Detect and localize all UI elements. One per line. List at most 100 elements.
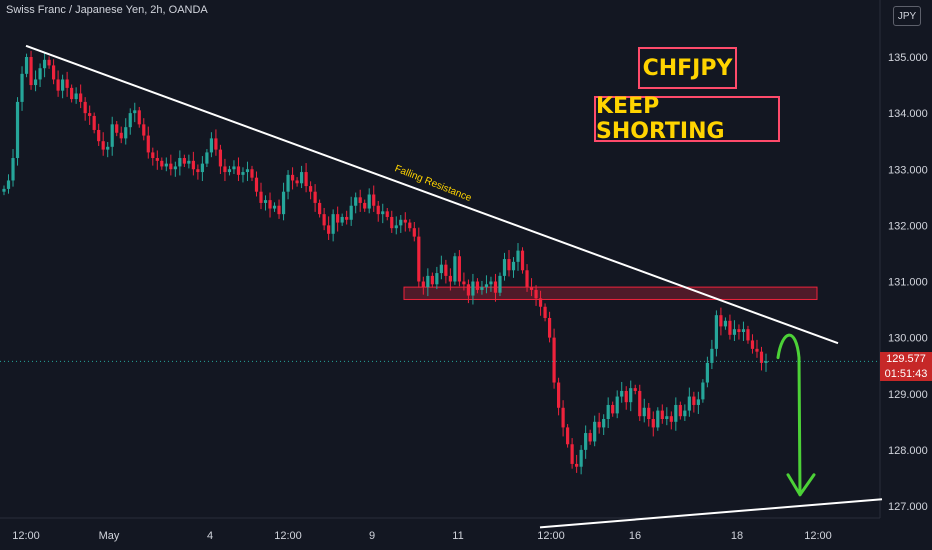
symbol-title: Swiss Franc / Japanese Yen, 2h, OANDA <box>6 4 208 16</box>
candle <box>561 400 565 437</box>
candle <box>417 227 421 288</box>
candle <box>669 411 673 430</box>
candle <box>327 216 331 240</box>
candle <box>250 165 254 182</box>
candle <box>245 161 250 182</box>
current-price-tag: 129.577 <box>880 352 932 367</box>
candle <box>61 74 65 99</box>
candle <box>647 403 651 427</box>
candle <box>421 276 425 295</box>
candle <box>340 213 344 226</box>
candle <box>746 325 750 344</box>
candle <box>719 307 723 336</box>
candle <box>399 214 403 233</box>
candle <box>471 273 475 305</box>
candle <box>566 424 570 448</box>
candle <box>290 167 295 190</box>
candle <box>24 53 29 78</box>
candle <box>182 154 186 168</box>
candle <box>83 97 87 121</box>
candle <box>187 154 191 169</box>
candle <box>236 157 241 182</box>
candle <box>430 272 434 288</box>
candle <box>92 112 96 134</box>
candle <box>56 70 60 97</box>
candle <box>665 407 669 426</box>
candle <box>47 56 51 69</box>
candle <box>543 303 547 322</box>
candle <box>624 386 628 410</box>
candle <box>602 414 606 436</box>
candle <box>520 247 525 274</box>
candle <box>457 250 461 287</box>
candle <box>372 185 376 212</box>
candle <box>318 199 322 218</box>
x-tick-label: 12:00 <box>537 530 565 542</box>
candle <box>65 71 69 97</box>
candle <box>6 174 11 194</box>
candle <box>15 97 20 166</box>
candle <box>638 384 642 421</box>
forecast-arrow <box>776 333 802 497</box>
candle <box>385 207 389 221</box>
candle <box>128 108 132 135</box>
candle <box>169 154 173 176</box>
candle <box>507 250 511 277</box>
candle <box>394 216 398 235</box>
candle <box>97 123 101 146</box>
candle <box>223 158 227 182</box>
candle <box>133 102 137 123</box>
candle <box>205 149 209 168</box>
candle <box>741 321 746 341</box>
symbol-badge: CHFJPY <box>638 47 737 89</box>
x-tick-label: 12:00 <box>12 530 40 542</box>
candle <box>606 397 610 428</box>
candle <box>336 206 340 232</box>
countdown-tag: 01:51:43 <box>880 367 932 381</box>
candle <box>178 150 182 176</box>
candle <box>620 381 624 403</box>
candle <box>367 188 371 214</box>
candle <box>426 268 430 297</box>
x-tick-label: 12:00 <box>274 530 302 542</box>
candle <box>759 346 764 371</box>
candle <box>575 454 579 473</box>
candle <box>593 415 597 447</box>
candle <box>453 252 457 285</box>
falling-resistance-line[interactable] <box>25 44 839 345</box>
candle <box>101 132 105 156</box>
support-line[interactable] <box>539 498 883 529</box>
candle <box>579 445 583 475</box>
candle <box>33 70 38 92</box>
candle <box>29 50 33 90</box>
candle <box>597 412 601 434</box>
candle <box>304 163 308 193</box>
candle <box>498 272 502 297</box>
message-badge: KEEP SHORTING <box>594 94 780 144</box>
candle <box>286 170 290 200</box>
candle <box>354 192 358 214</box>
candle <box>701 379 705 403</box>
candle <box>462 272 466 291</box>
candle <box>480 280 484 295</box>
candle <box>349 196 353 226</box>
candle <box>687 387 691 417</box>
currency-button[interactable]: JPY <box>893 6 921 26</box>
candle <box>764 353 768 372</box>
candle <box>20 66 24 111</box>
candle <box>755 339 759 358</box>
y-tick-label: 128.000 <box>888 445 928 457</box>
candle <box>538 290 543 316</box>
candle <box>642 398 646 423</box>
y-tick-label: 134.000 <box>888 108 928 120</box>
candle <box>160 157 164 170</box>
candle <box>629 380 633 412</box>
candle <box>683 404 687 421</box>
y-tick-label: 135.000 <box>888 52 928 64</box>
candle <box>633 384 637 395</box>
candle <box>615 390 619 419</box>
candle <box>444 259 448 284</box>
candle <box>489 276 493 292</box>
y-tick-label: 129.000 <box>888 389 928 401</box>
